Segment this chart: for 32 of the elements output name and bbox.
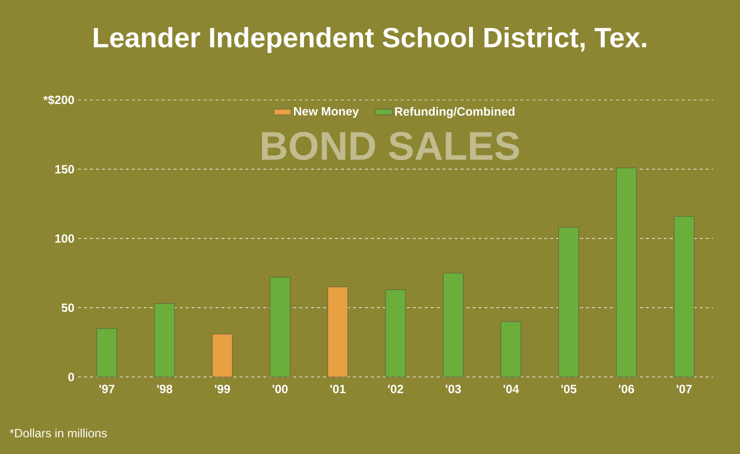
- y-tick-label: 150: [55, 165, 74, 174]
- y-tick-label: 0: [68, 372, 74, 382]
- bar: [270, 277, 290, 378]
- x-tick-label: '03: [446, 384, 461, 394]
- x-tick-label: '98: [157, 384, 172, 394]
- bar: [558, 227, 579, 378]
- x-tick-label: '99: [214, 384, 230, 394]
- legend-label: New Money: [294, 107, 359, 118]
- bar: [385, 290, 406, 378]
- y-tick-label: 100: [55, 234, 74, 243]
- bar: [616, 168, 637, 378]
- legend-label: Refunding/Combined: [395, 106, 514, 118]
- bar: [96, 328, 118, 378]
- bar: [500, 321, 522, 378]
- y-tick-label: 50: [62, 304, 74, 312]
- x-tick-label: '05: [561, 384, 576, 394]
- x-tick-label: '07: [676, 384, 692, 394]
- text: BOND SALES: [262, 132, 520, 160]
- x-tick-label: '00: [272, 384, 288, 394]
- bar: [154, 303, 175, 378]
- x-tick-label: '06: [618, 384, 634, 394]
- x-tick-label: '04: [504, 384, 519, 394]
- text: *Dollars in millions: [10, 428, 107, 438]
- x-tick-label: '01: [330, 384, 346, 394]
- bar: [674, 216, 694, 378]
- bar: [328, 286, 348, 378]
- x-tick-label: '02: [388, 384, 404, 394]
- chart-title: Leander Independent School District, Tex.: [94, 27, 646, 53]
- bar: [212, 334, 233, 378]
- bar: [443, 272, 464, 378]
- y-tick-label: *$200: [43, 95, 74, 105]
- x-tick-label: '97: [99, 384, 114, 394]
